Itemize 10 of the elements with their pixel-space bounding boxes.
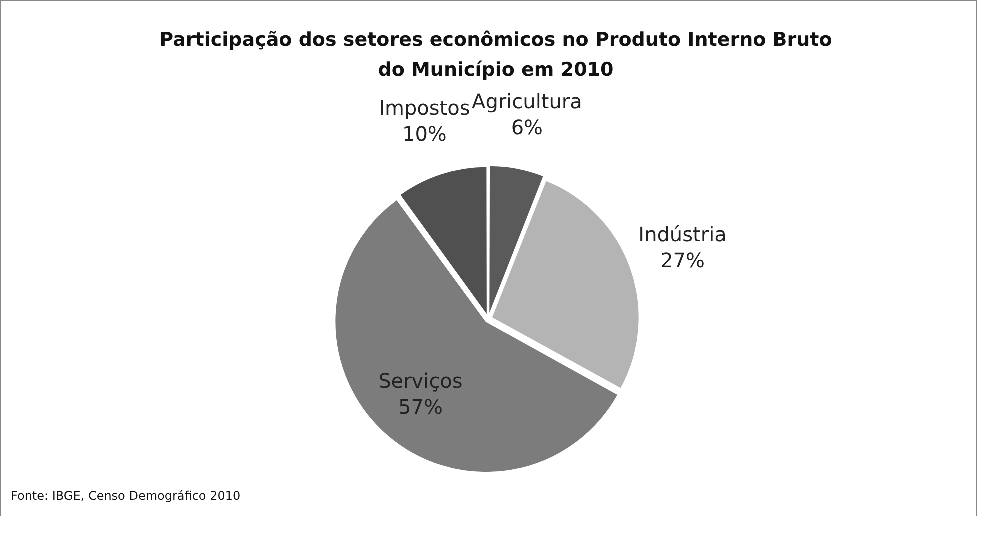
source-note: Fonte: IBGE, Censo Demográfico 2010 — [11, 489, 241, 503]
data-label: 10% — [402, 122, 447, 146]
data-label: 27% — [660, 248, 706, 272]
slice-label: Indústria — [638, 222, 727, 246]
slice-label: Serviços — [378, 369, 463, 394]
data-label: 57% — [398, 395, 443, 420]
chart-title: Participação dos setores econômicos no Produto Interno Bruto do Município em 2010 — [158, 28, 834, 83]
slice-label: Agricultura — [472, 89, 582, 114]
slice-label: Impostos — [379, 96, 470, 120]
data-label: 6% — [511, 115, 544, 140]
